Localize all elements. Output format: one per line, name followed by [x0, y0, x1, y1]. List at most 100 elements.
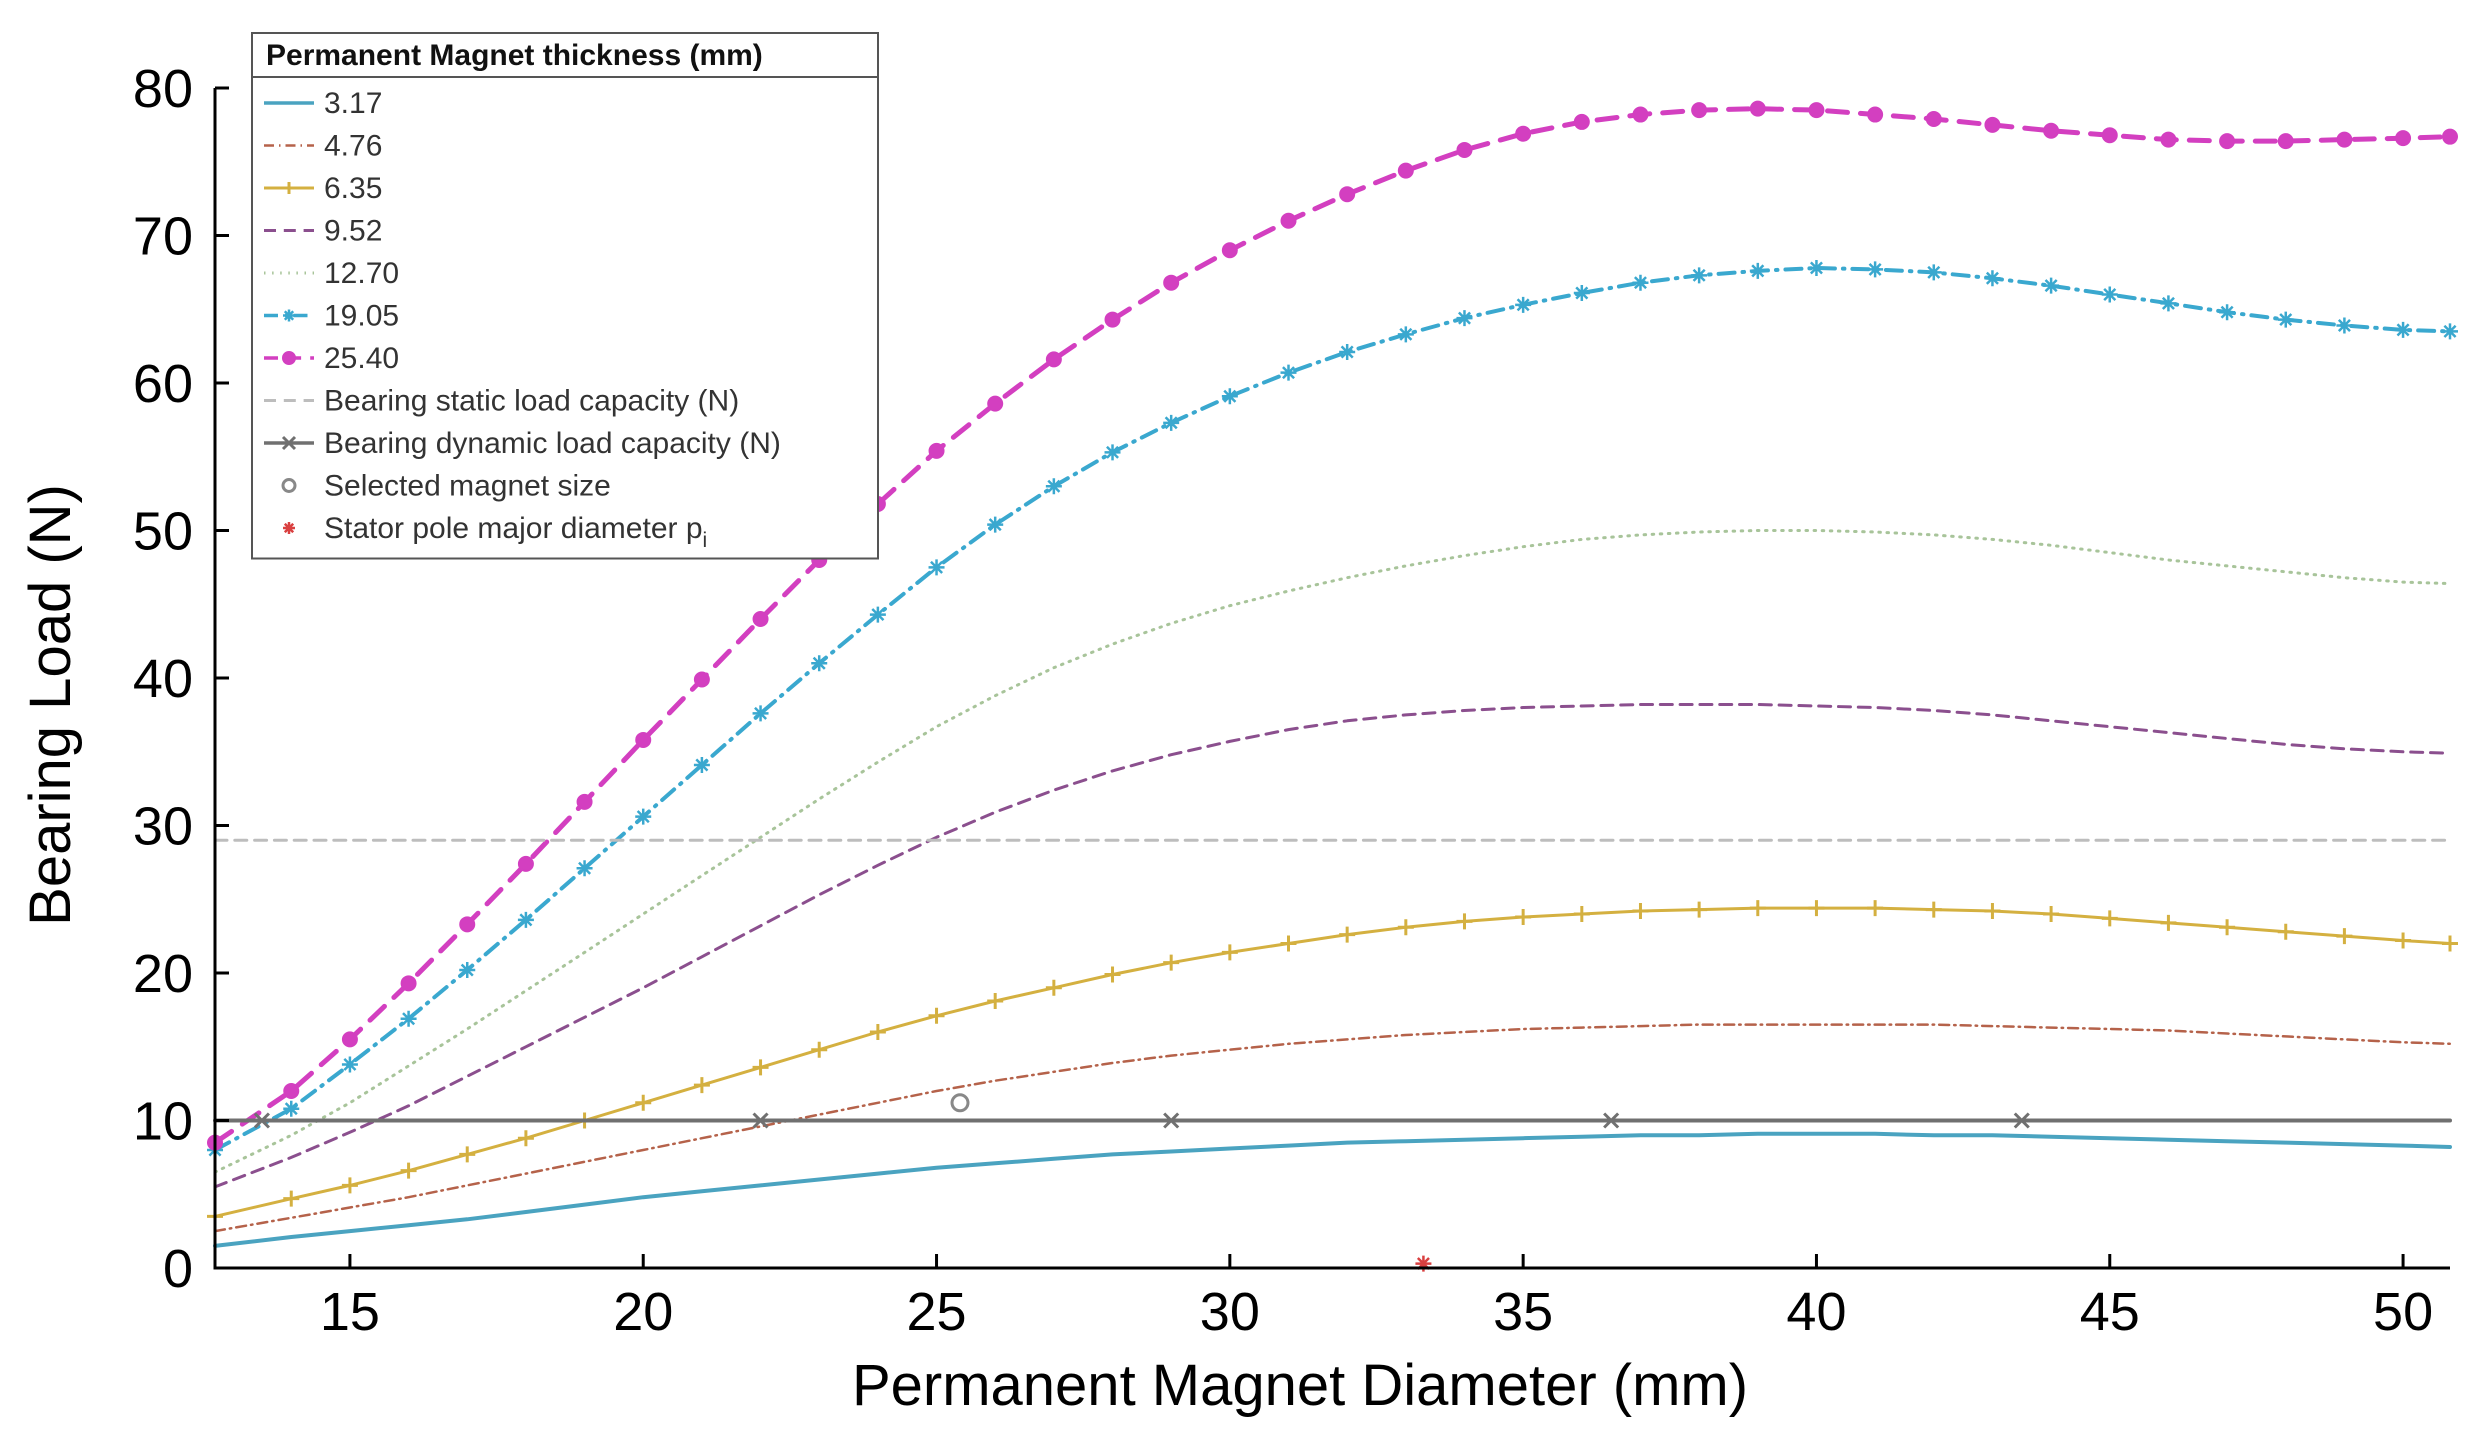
data-point: [693, 671, 710, 688]
data-point: [400, 1010, 417, 1027]
data-point: [1925, 901, 1942, 918]
data-point: [2043, 122, 2060, 139]
data-point: [400, 1162, 417, 1179]
y-tick-label: 50: [133, 502, 193, 562]
data-point: [950, 1093, 970, 1113]
scatter-series-1: [1415, 1255, 1432, 1272]
legend-entry: 19.05: [264, 300, 399, 333]
legend-label: 12.70: [324, 257, 399, 290]
data-point: [2101, 286, 2118, 303]
data-point: [752, 1059, 769, 1076]
data-point: [2395, 932, 2412, 949]
y-tick-label: 0: [163, 1239, 193, 1299]
data-point: [1221, 242, 1238, 259]
series-line: [213, 266, 2452, 1152]
data-point: [928, 1007, 945, 1024]
x-tick-label: 45: [2080, 1282, 2140, 1342]
data-point: [987, 993, 1004, 1010]
legend-label: Bearing static load capacity (N): [324, 385, 739, 418]
data-point: [2336, 928, 2353, 945]
legend-label: 6.35: [324, 172, 382, 205]
data-point: [1867, 106, 1884, 123]
data-point: [283, 1100, 300, 1117]
x-tick-label: 15: [320, 1282, 380, 1342]
data-point: [283, 1190, 300, 1207]
series-0: [213, 1131, 2452, 1248]
data-point: [1984, 270, 2001, 287]
data-point: [1456, 141, 1473, 158]
legend-label: 25.40: [324, 342, 399, 375]
data-point: [2442, 323, 2458, 340]
data-point: [987, 395, 1004, 412]
data-point: [2277, 923, 2294, 940]
x-tick-label: 20: [613, 1282, 673, 1342]
data-point: [869, 606, 886, 623]
data-point: [253, 1112, 270, 1129]
data-point: [2442, 128, 2458, 145]
data-point: [1691, 102, 1708, 119]
series-5: [207, 259, 2458, 1158]
legend-entry: 3.17: [264, 87, 382, 120]
data-point: [341, 1031, 358, 1048]
data-point: [1573, 285, 1590, 302]
data-point: [1808, 900, 1825, 917]
data-point: [2160, 295, 2177, 312]
data-point: [2442, 935, 2458, 952]
data-point: [576, 860, 593, 877]
data-point: [517, 1130, 534, 1147]
data-point: [2160, 914, 2177, 931]
data-point: [811, 1041, 828, 1058]
data-point: [2043, 277, 2060, 294]
data-point: [459, 1146, 476, 1163]
series-3: [213, 703, 2452, 1189]
data-point: [2219, 304, 2236, 321]
data-point: [1515, 908, 1532, 925]
data-point: [1163, 1112, 1180, 1129]
data-point: [1984, 903, 2001, 920]
legend-entry: 4.76: [264, 130, 382, 163]
data-point: [1515, 125, 1532, 142]
legend-entry: Selected magnet size: [281, 470, 611, 503]
x-tick-label: 25: [906, 1282, 966, 1342]
data-point: [1867, 261, 1884, 278]
legend-label: 19.05: [324, 300, 399, 333]
data-point: [1163, 414, 1180, 431]
data-point: [1603, 1112, 1620, 1129]
data-point: [2043, 906, 2060, 922]
legend-box: [251, 32, 879, 560]
data-point: [635, 808, 652, 825]
legend: Permanent Magnet thickness (mm) 3.17 4.76 6…: [251, 32, 879, 560]
y-tick-label: 30: [133, 797, 193, 857]
data-point: [283, 1083, 300, 1099]
legend-marker: [282, 351, 296, 365]
data-point: [1221, 388, 1238, 405]
legend-marker: [281, 478, 297, 493]
data-point: [1573, 906, 1590, 922]
y-tick-label: 20: [133, 944, 193, 1004]
data-point: [2219, 919, 2236, 936]
data-point: [693, 1077, 710, 1094]
data-point: [517, 911, 534, 928]
data-point: [1573, 113, 1590, 130]
legend-entry: 12.70: [264, 257, 399, 290]
y-tick-label: 10: [133, 1092, 193, 1152]
data-point: [1808, 259, 1825, 276]
legend-marker: [283, 182, 295, 194]
series-4: [213, 529, 2452, 1174]
data-point: [1415, 1255, 1432, 1272]
x-tick-label: 50: [2373, 1282, 2433, 1342]
data-point: [928, 442, 945, 459]
data-point: [341, 1177, 358, 1194]
y-tick-label: 70: [133, 207, 193, 267]
data-point: [1456, 913, 1473, 930]
data-point: [1749, 900, 1766, 917]
x-tick-label: 30: [1200, 1282, 1260, 1342]
data-point: [987, 516, 1004, 533]
data-point: [1280, 364, 1297, 381]
data-point: [869, 1024, 886, 1040]
data-point: [1221, 944, 1238, 961]
data-point: [2336, 317, 2353, 334]
x-axis-title: Permanent Magnet Diameter (mm): [852, 1353, 1748, 1418]
